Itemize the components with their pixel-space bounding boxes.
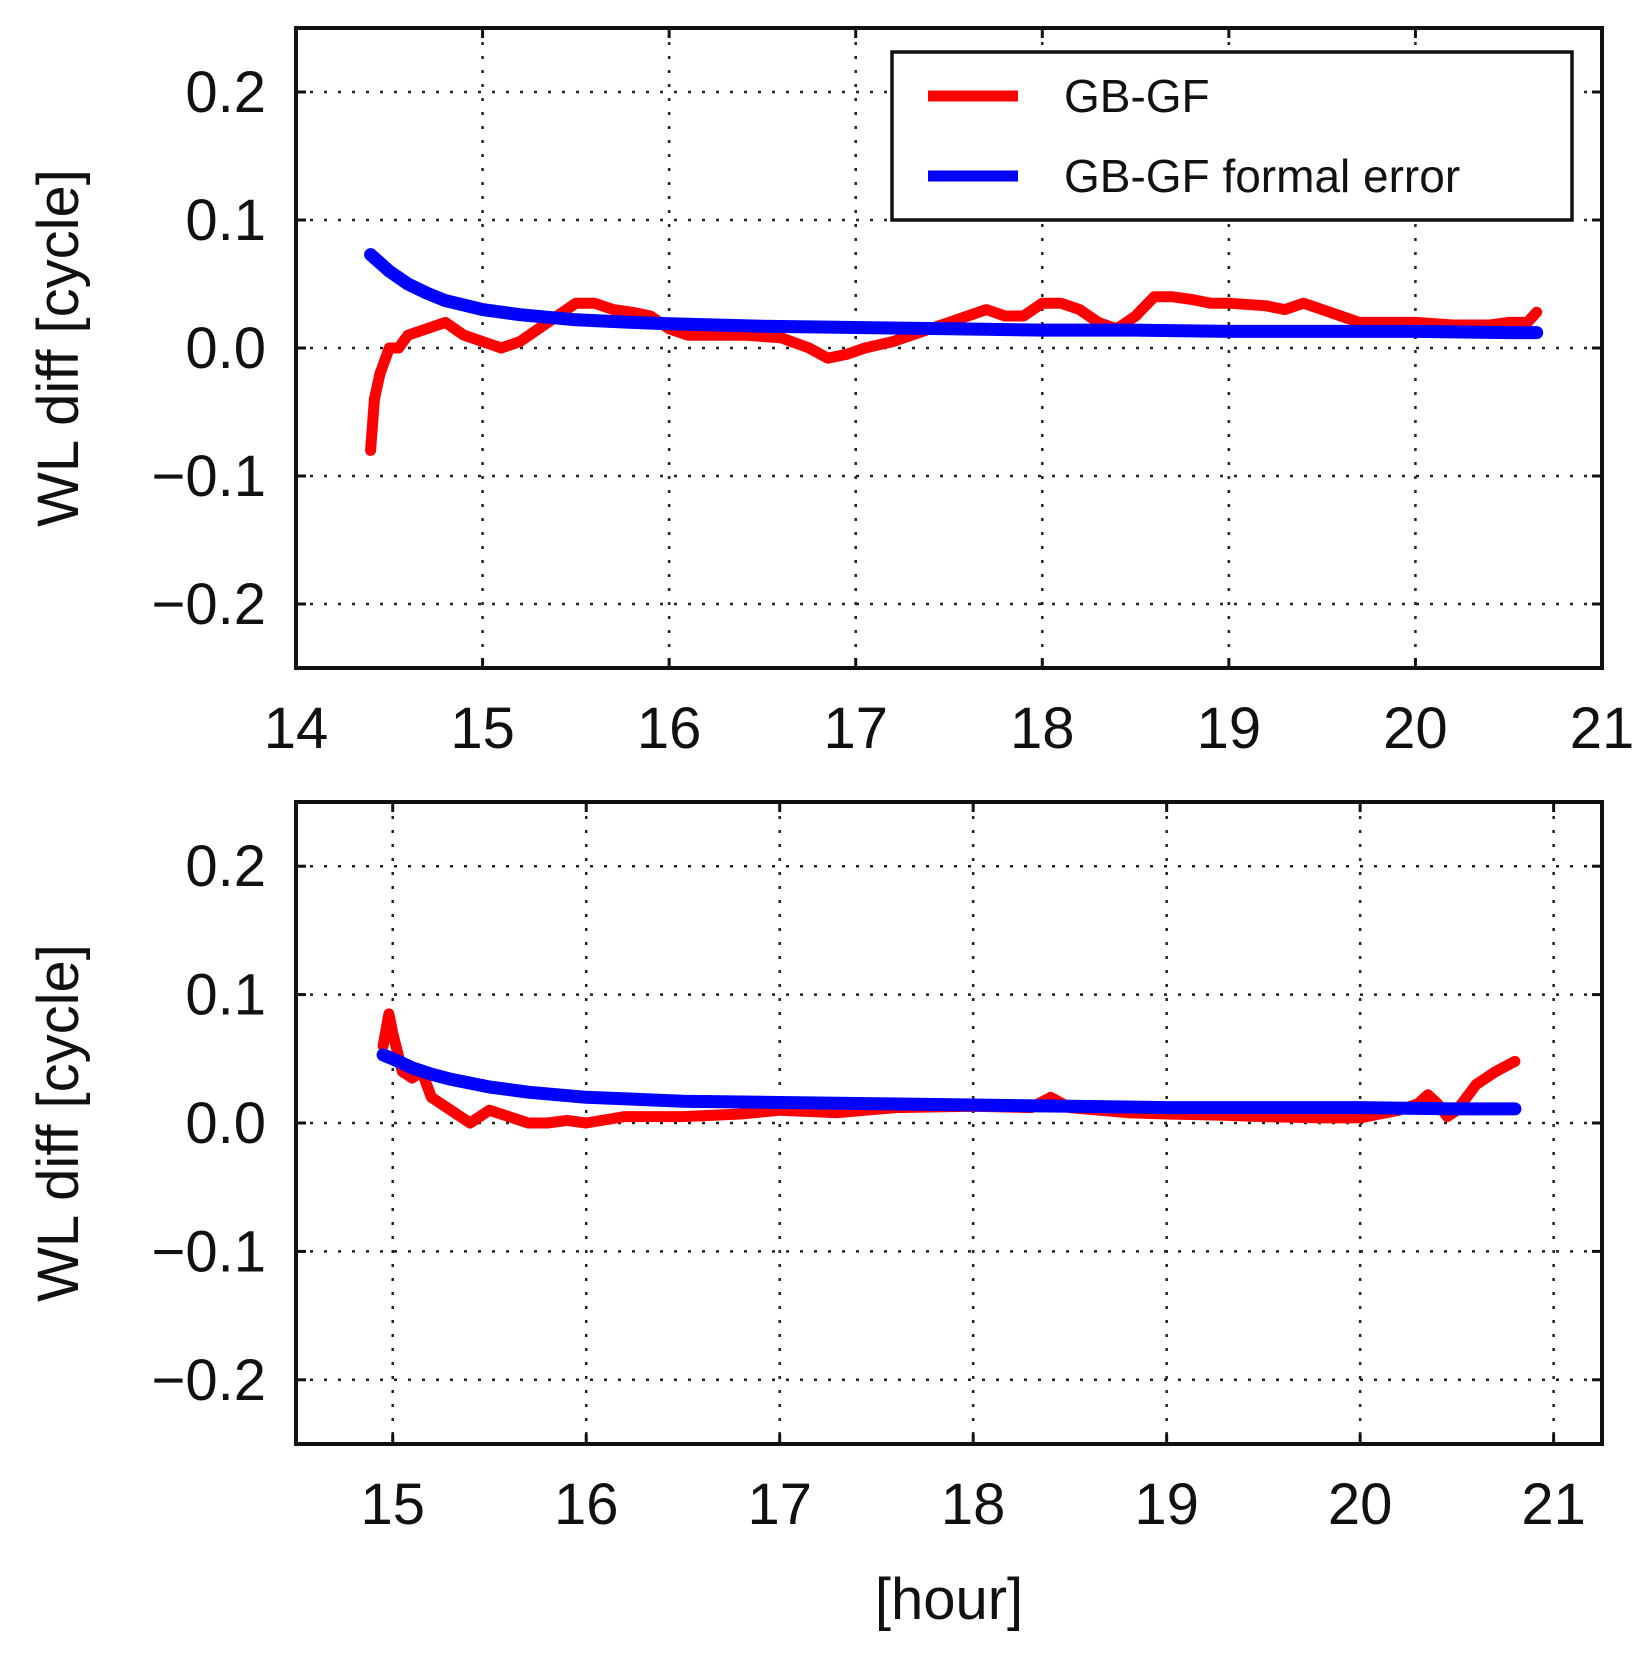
- legend: GB-GF GB-GF formal error: [890, 50, 1574, 222]
- chart-panel-2: 15 16 17 18 19 20 21 0.2 0.1 0.0 −0.1 −0.2 WL diff […: [26, 800, 1604, 1632]
- x-tick-label: 20: [1328, 1472, 1393, 1537]
- series-line-gb-gf: [365, 291, 1543, 456]
- x-tick-label: 16: [554, 1472, 619, 1537]
- x-tick-label: 14: [264, 696, 329, 761]
- x-tick-label: 20: [1383, 696, 1448, 761]
- y-axis-label: WL diff [cycle]: [26, 944, 91, 1302]
- y-tick-label: −0.1: [152, 1219, 267, 1284]
- x-tick-label: 19: [1197, 696, 1262, 761]
- grid: [296, 802, 1602, 1444]
- x-tick-label: 18: [941, 1472, 1006, 1537]
- x-tick-label: 19: [1134, 1472, 1199, 1537]
- legend-label: GB-GF: [1064, 70, 1210, 122]
- y-tick-label: 0.1: [185, 188, 266, 253]
- series-line-gb-gf: [377, 1008, 1521, 1129]
- series-group: [376, 1008, 1522, 1129]
- y-tick-label: 0.2: [185, 834, 266, 899]
- y-axis-label: WL diff [cycle]: [26, 169, 91, 527]
- x-tick-label: 18: [1010, 696, 1075, 761]
- y-tick-label: 0.2: [185, 60, 266, 125]
- x-tick-label: 17: [747, 1472, 812, 1537]
- series-line-formal-error: [364, 248, 1544, 340]
- y-tick-label: 0.0: [185, 1091, 266, 1156]
- series-group: [364, 248, 1544, 456]
- x-tick-label: 16: [637, 696, 702, 761]
- y-tick-label: −0.1: [152, 444, 267, 509]
- y-tick-label: −0.2: [152, 1348, 267, 1413]
- x-tick-label: 17: [823, 696, 888, 761]
- x-tick-label: 15: [360, 1472, 425, 1537]
- plot-frame: [294, 26, 1604, 670]
- y-tick-label: 0.0: [185, 316, 266, 381]
- chart-panel-1: 14 15 16 17 18 19 20 21 0.2 0.1 0.0 −0.1 −0.2 WL diff…: [26, 26, 1635, 761]
- x-tick-label: 15: [450, 696, 515, 761]
- series-line-formal-error: [376, 1048, 1522, 1116]
- y-tick-label: −0.2: [152, 572, 267, 637]
- legend-label: GB-GF formal error: [1064, 150, 1460, 202]
- x-axis-label: [hour]: [875, 1567, 1023, 1632]
- plot-frame: [294, 800, 1604, 1446]
- y-tick-label: 0.1: [185, 963, 266, 1028]
- legend-box: [890, 50, 1574, 222]
- x-tick-label: 21: [1570, 696, 1635, 761]
- grid: [296, 28, 1602, 668]
- x-tick-label: 21: [1521, 1472, 1586, 1537]
